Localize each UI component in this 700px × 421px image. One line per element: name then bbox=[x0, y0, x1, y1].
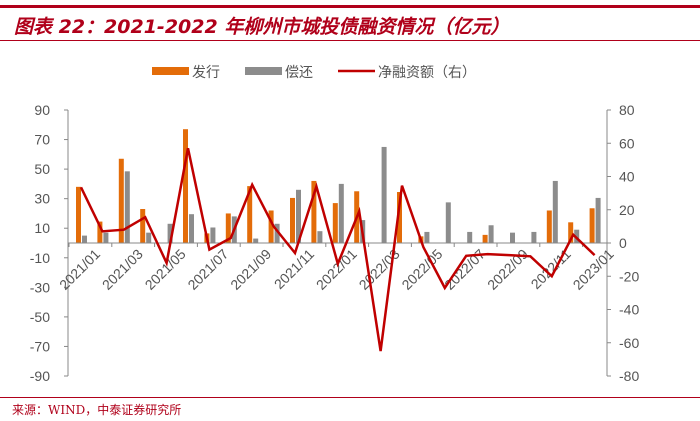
bar-issuance bbox=[268, 210, 274, 243]
legend-swatch-issuance bbox=[152, 67, 189, 75]
bar-repayment bbox=[253, 238, 259, 243]
bar-repayment bbox=[595, 197, 601, 243]
bar-issuance bbox=[397, 192, 402, 243]
right-tick-label: -20 bbox=[619, 268, 639, 284]
bar-issuance bbox=[225, 213, 231, 243]
bar-repayment bbox=[531, 231, 537, 243]
legend-label-net: 净融资额（右） bbox=[378, 64, 476, 80]
left-tick-label: 10 bbox=[34, 220, 50, 236]
x-tick-label: 2021/03 bbox=[99, 246, 146, 293]
right-tick-label: 40 bbox=[619, 169, 635, 185]
bar-issuance bbox=[247, 186, 253, 243]
right-tick-label: -80 bbox=[619, 368, 639, 384]
bar-issuance bbox=[118, 158, 124, 243]
x-tick-label: 2022/05 bbox=[398, 246, 445, 293]
right-tick-label: -40 bbox=[619, 302, 639, 318]
legend-swatch-repayment bbox=[245, 67, 282, 75]
bar-repayment bbox=[488, 225, 494, 243]
right-tick-label: -60 bbox=[619, 335, 639, 351]
figure-title: 图表 22：2021-2022 年柳州市城投债融资情况（亿元） bbox=[14, 16, 510, 38]
bar-repayment bbox=[510, 232, 515, 243]
bar-issuance bbox=[482, 234, 488, 243]
left-tick-label: -10 bbox=[30, 250, 50, 266]
bar-issuance bbox=[546, 210, 552, 243]
bar-issuance bbox=[76, 186, 81, 243]
bar-issuance bbox=[140, 209, 146, 243]
x-tick-label: 2022/07 bbox=[441, 246, 488, 293]
bar-repayment bbox=[317, 231, 323, 243]
bar-repayment bbox=[274, 223, 280, 243]
legend-label-repayment: 偿还 bbox=[285, 64, 313, 80]
bar-repayment bbox=[338, 183, 344, 243]
x-tick-label: 2022/03 bbox=[356, 246, 403, 293]
right-tick-label: 0 bbox=[619, 235, 627, 251]
bar-repayment bbox=[424, 231, 430, 243]
left-tick-label: -30 bbox=[30, 279, 50, 295]
bar-issuance bbox=[311, 180, 317, 243]
bar-repayment bbox=[445, 202, 451, 243]
x-tick-label: 2022/09 bbox=[484, 246, 531, 293]
bar-issuance bbox=[290, 197, 295, 243]
bar-issuance bbox=[183, 129, 188, 243]
bar-repayment bbox=[381, 146, 387, 243]
title-rule bbox=[0, 40, 700, 41]
right-tick-label: 20 bbox=[619, 202, 635, 218]
top-rule bbox=[0, 5, 700, 8]
bar-repayment bbox=[467, 231, 473, 243]
x-tick-label: 2021/07 bbox=[184, 246, 231, 293]
bar-issuance bbox=[332, 203, 338, 243]
x-tick-label: 2022/11 bbox=[528, 246, 575, 293]
left-tick-label: 30 bbox=[34, 191, 50, 207]
bar-repayment bbox=[124, 171, 130, 243]
bar-issuance bbox=[568, 222, 574, 243]
legend-label-issuance: 发行 bbox=[192, 64, 220, 80]
x-tick-label: 2021/05 bbox=[142, 246, 189, 293]
bar-issuance bbox=[589, 208, 595, 243]
x-tick-label: 2021/01 bbox=[56, 246, 103, 293]
bar-repayment bbox=[210, 227, 216, 243]
left-tick-label: 90 bbox=[34, 102, 50, 118]
right-tick-label: 60 bbox=[619, 135, 635, 151]
bar-repayment bbox=[146, 232, 152, 243]
right-tick-label: 80 bbox=[619, 102, 635, 118]
left-tick-label: -90 bbox=[30, 368, 50, 384]
left-tick-label: 50 bbox=[34, 161, 50, 177]
bar-repayment bbox=[296, 189, 301, 243]
left-tick-label: -70 bbox=[30, 338, 50, 354]
bar-repayment bbox=[189, 214, 194, 243]
bar-repayment bbox=[167, 223, 173, 243]
x-tick-label: 2022/01 bbox=[313, 246, 360, 293]
footer-rule bbox=[0, 397, 700, 398]
bar-repayment bbox=[82, 235, 87, 243]
bar-issuance bbox=[97, 221, 103, 243]
left-tick-label: -50 bbox=[30, 309, 50, 325]
bar-repayment bbox=[103, 232, 109, 243]
x-tick-label: 2021/09 bbox=[227, 246, 274, 293]
left-tick-label: 70 bbox=[34, 132, 50, 148]
bar-repayment bbox=[552, 180, 558, 243]
source-note: 来源：WIND，中泰证券研究所 bbox=[12, 403, 182, 417]
